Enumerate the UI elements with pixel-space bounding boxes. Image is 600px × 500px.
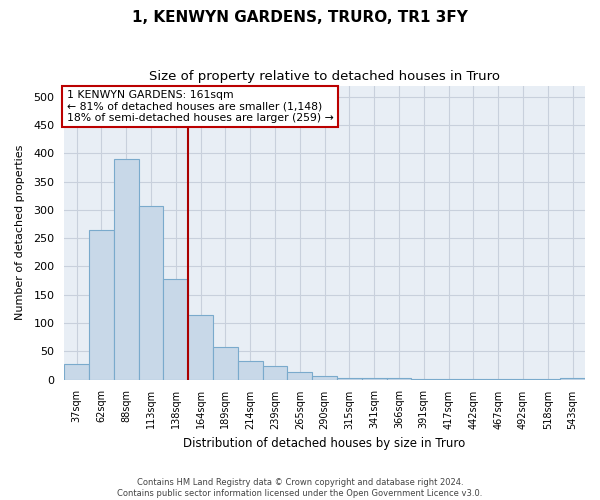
Bar: [163, 279, 188, 380]
Bar: [535, 379, 560, 380]
Bar: [386, 378, 412, 380]
Bar: [461, 379, 486, 380]
Text: Contains HM Land Registry data © Crown copyright and database right 2024.
Contai: Contains HM Land Registry data © Crown c…: [118, 478, 482, 498]
Text: 1 KENWYN GARDENS: 161sqm
← 81% of detached houses are smaller (1,148)
18% of sem: 1 KENWYN GARDENS: 161sqm ← 81% of detach…: [67, 90, 334, 123]
Bar: [412, 379, 436, 380]
Bar: [511, 379, 535, 380]
X-axis label: Distribution of detached houses by size in Truro: Distribution of detached houses by size …: [184, 437, 466, 450]
Bar: [238, 362, 263, 380]
Bar: [436, 379, 461, 380]
Bar: [114, 159, 139, 380]
Bar: [337, 378, 362, 380]
Bar: [287, 372, 312, 380]
Bar: [362, 378, 386, 380]
Title: Size of property relative to detached houses in Truro: Size of property relative to detached ho…: [149, 70, 500, 83]
Bar: [560, 378, 585, 380]
Bar: [263, 366, 287, 380]
Bar: [139, 206, 163, 380]
Text: 1, KENWYN GARDENS, TRURO, TR1 3FY: 1, KENWYN GARDENS, TRURO, TR1 3FY: [132, 10, 468, 25]
Bar: [213, 347, 238, 380]
Bar: [64, 364, 89, 380]
Bar: [312, 376, 337, 380]
Bar: [89, 230, 114, 380]
Bar: [188, 314, 213, 380]
Bar: [486, 379, 511, 380]
Y-axis label: Number of detached properties: Number of detached properties: [15, 145, 25, 320]
